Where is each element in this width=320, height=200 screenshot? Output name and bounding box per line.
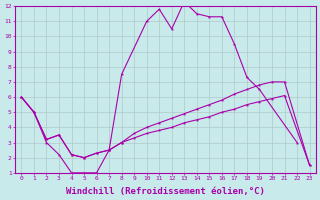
X-axis label: Windchill (Refroidissement éolien,°C): Windchill (Refroidissement éolien,°C) (66, 187, 265, 196)
